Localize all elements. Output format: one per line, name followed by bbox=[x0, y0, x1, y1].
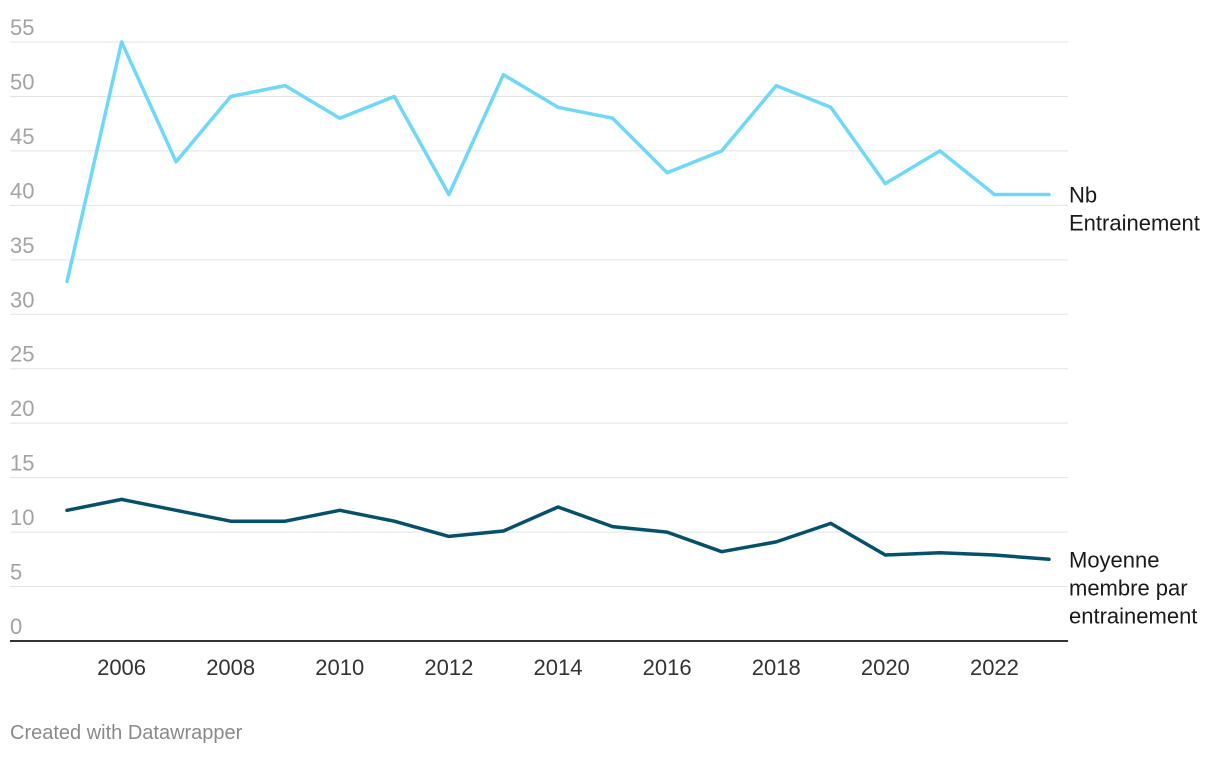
series-label-2: Moyenne membre par entrainement bbox=[1069, 547, 1197, 628]
data-point bbox=[229, 519, 233, 523]
y-tick-label: 10 bbox=[10, 505, 34, 530]
data-point bbox=[829, 105, 833, 109]
data-point bbox=[1047, 192, 1051, 196]
data-point bbox=[501, 529, 505, 533]
y-tick-label: 45 bbox=[10, 124, 34, 149]
y-tick-label: 5 bbox=[10, 560, 22, 585]
series-label-1: Nb Entrainement bbox=[1069, 182, 1200, 235]
y-axis-ticks: 0 5 10 15 20 25 30 35 40 45 50 55 bbox=[10, 15, 34, 639]
data-point bbox=[665, 530, 669, 534]
y-tick-label: 30 bbox=[10, 287, 34, 312]
series-lines bbox=[65, 40, 1051, 562]
data-point bbox=[774, 84, 778, 88]
data-point bbox=[229, 94, 233, 98]
data-point bbox=[120, 497, 124, 501]
x-tick-label: 2008 bbox=[206, 655, 255, 680]
x-tick-label: 2016 bbox=[643, 655, 692, 680]
data-point bbox=[992, 192, 996, 196]
data-point bbox=[65, 280, 69, 284]
data-point bbox=[174, 508, 178, 512]
data-point bbox=[883, 182, 887, 186]
data-point bbox=[611, 116, 615, 120]
footer-credit: Created with Datawrapper bbox=[10, 722, 243, 744]
data-point bbox=[883, 553, 887, 557]
x-tick-label: 2006 bbox=[97, 655, 146, 680]
y-tick-label: 15 bbox=[10, 451, 34, 476]
series-line-1 bbox=[65, 40, 1051, 284]
series-labels: Nb Entrainement Moyenne membre par entrainem… bbox=[1069, 182, 1200, 628]
data-point bbox=[338, 116, 342, 120]
data-point bbox=[992, 553, 996, 557]
data-point bbox=[65, 508, 69, 512]
data-point bbox=[720, 550, 724, 554]
data-point bbox=[556, 505, 560, 509]
data-point bbox=[392, 519, 396, 523]
data-point bbox=[501, 73, 505, 77]
y-tick-label: 55 bbox=[10, 15, 34, 40]
y-tick-label: 25 bbox=[10, 342, 34, 367]
data-point bbox=[338, 508, 342, 512]
x-tick-label: 2012 bbox=[424, 655, 473, 680]
data-point bbox=[556, 105, 560, 109]
x-tick-label: 2020 bbox=[861, 655, 910, 680]
data-point bbox=[174, 160, 178, 164]
data-point bbox=[120, 40, 124, 44]
x-axis-ticks: 2006 2008 2010 2012 2014 2016 2018 2020 2022 bbox=[97, 655, 1019, 680]
data-point bbox=[665, 171, 669, 175]
data-point bbox=[447, 534, 451, 538]
data-point bbox=[283, 519, 287, 523]
y-tick-label: 40 bbox=[10, 178, 34, 203]
y-tick-label: 50 bbox=[10, 69, 34, 94]
x-tick-label: 2018 bbox=[752, 655, 801, 680]
data-point bbox=[774, 540, 778, 544]
data-point bbox=[938, 149, 942, 153]
data-point bbox=[938, 551, 942, 555]
data-point bbox=[447, 192, 451, 196]
data-point bbox=[283, 84, 287, 88]
y-tick-label: 35 bbox=[10, 233, 34, 258]
data-point bbox=[392, 94, 396, 98]
x-tick-label: 2010 bbox=[315, 655, 364, 680]
y-tick-label: 0 bbox=[10, 614, 22, 639]
data-point bbox=[1047, 557, 1051, 561]
data-point bbox=[720, 149, 724, 153]
data-point bbox=[611, 525, 615, 529]
grid-lines bbox=[10, 41, 1068, 642]
data-point bbox=[829, 521, 833, 525]
x-tick-label: 2022 bbox=[970, 655, 1019, 680]
x-tick-label: 2014 bbox=[534, 655, 583, 680]
y-tick-label: 20 bbox=[10, 396, 34, 421]
